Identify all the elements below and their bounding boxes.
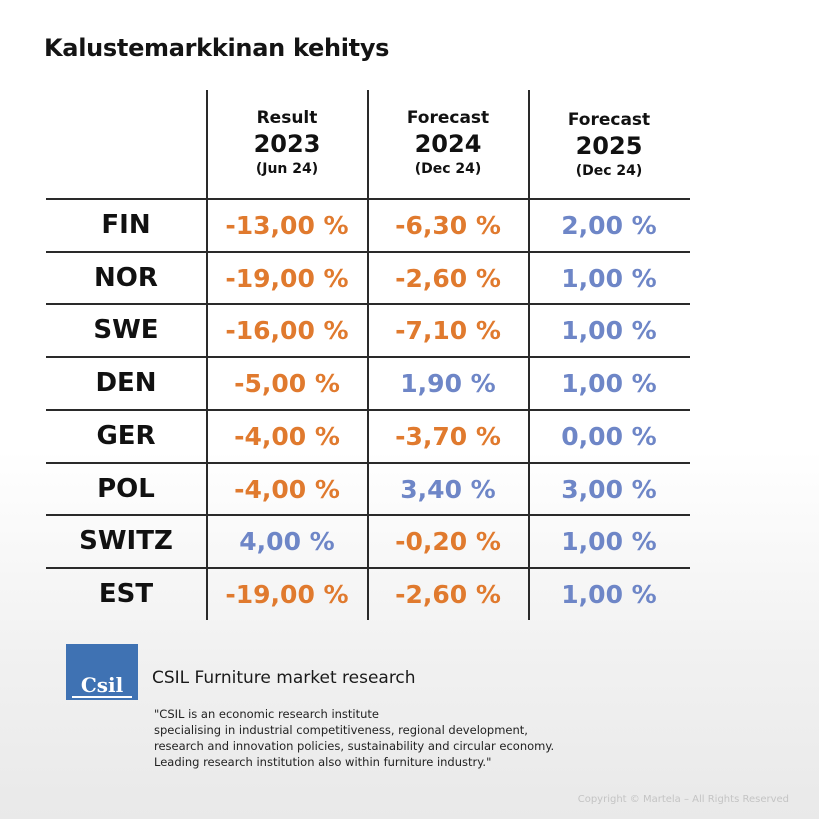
table-cell: 1,00 % — [561, 264, 657, 293]
quote-line: specialising in industrial competitivene… — [154, 723, 528, 737]
row-country-label: DEN — [95, 368, 157, 398]
table-cell: 2,00 % — [561, 211, 657, 240]
table-row-divider — [46, 567, 690, 569]
table-row-divider — [46, 409, 690, 411]
logo-text: Csil — [80, 673, 124, 697]
table-divider-vertical — [528, 90, 530, 620]
table-row-divider — [46, 462, 690, 464]
table-cell: 1,00 % — [561, 527, 657, 556]
table-row-divider — [46, 251, 690, 253]
source-quote: "CSIL is an economic research institute … — [154, 706, 654, 770]
column-header-note: (Dec 24) — [414, 161, 482, 177]
column-header-note: (Dec 24) — [575, 163, 643, 179]
column-header-label: Result — [256, 108, 318, 128]
table-cell: -13,00 % — [225, 211, 349, 240]
row-country-label: SWITZ — [79, 526, 173, 556]
table-cell: -3,70 % — [395, 422, 501, 451]
row-country-label: GER — [96, 421, 156, 451]
table-cell: -19,00 % — [225, 264, 349, 293]
column-header-2023: Result 2023 (Jun 24) — [207, 108, 367, 178]
source-name: CSIL Furniture market research — [152, 668, 416, 688]
table-row-divider — [46, 356, 690, 358]
row-country-label: SWE — [93, 315, 159, 345]
table-cell: -5,00 % — [234, 369, 340, 398]
column-header-year: 2023 — [253, 130, 321, 158]
csil-logo: Csil — [66, 644, 138, 700]
row-country-label: FIN — [101, 210, 151, 240]
column-header-note: (Jun 24) — [255, 161, 319, 177]
table-cell: 1,90 % — [400, 369, 496, 398]
table-cell: 1,00 % — [561, 369, 657, 398]
column-header-label: Forecast — [406, 108, 490, 128]
column-header-2024: Forecast 2024 (Dec 24) — [368, 108, 528, 178]
column-header-2025: Forecast 2025 (Dec 24) — [529, 110, 689, 180]
table-cell: -16,00 % — [225, 316, 349, 345]
column-header-label: Forecast — [567, 110, 651, 130]
table-cell: -2,60 % — [395, 264, 501, 293]
row-country-label: NOR — [94, 263, 158, 293]
table-cell: -6,30 % — [395, 211, 501, 240]
table-divider-vertical — [367, 90, 369, 620]
table-cell: 3,40 % — [400, 475, 496, 504]
table-cell: -0,20 % — [395, 527, 501, 556]
row-country-label: POL — [97, 474, 155, 504]
table-divider-vertical — [206, 90, 208, 620]
table-cell: -19,00 % — [225, 580, 349, 609]
quote-line: research and innovation policies, sustai… — [154, 739, 555, 753]
table-cell: 1,00 % — [561, 580, 657, 609]
column-header-year: 2025 — [575, 132, 643, 160]
copyright-notice: Copyright © Martela – All Rights Reserve… — [577, 794, 789, 805]
table-row-divider — [46, 198, 690, 200]
page-title: Kalustemarkkinan kehitys — [44, 34, 390, 62]
table-row-divider — [46, 514, 690, 516]
table-cell: 4,00 % — [239, 527, 335, 556]
table-cell: 1,00 % — [561, 316, 657, 345]
table-cell: -4,00 % — [234, 475, 340, 504]
row-country-label: EST — [98, 579, 154, 609]
quote-line: "CSIL is an economic research institute — [154, 707, 380, 721]
table-cell: -4,00 % — [234, 422, 340, 451]
table-cell: 0,00 % — [561, 422, 657, 451]
table-cell: -7,10 % — [395, 316, 501, 345]
table-cell: -2,60 % — [395, 580, 501, 609]
quote-line: Leading research institution also within… — [154, 755, 492, 769]
column-header-year: 2024 — [414, 130, 482, 158]
table-row-divider — [46, 303, 690, 305]
table-cell: 3,00 % — [561, 475, 657, 504]
